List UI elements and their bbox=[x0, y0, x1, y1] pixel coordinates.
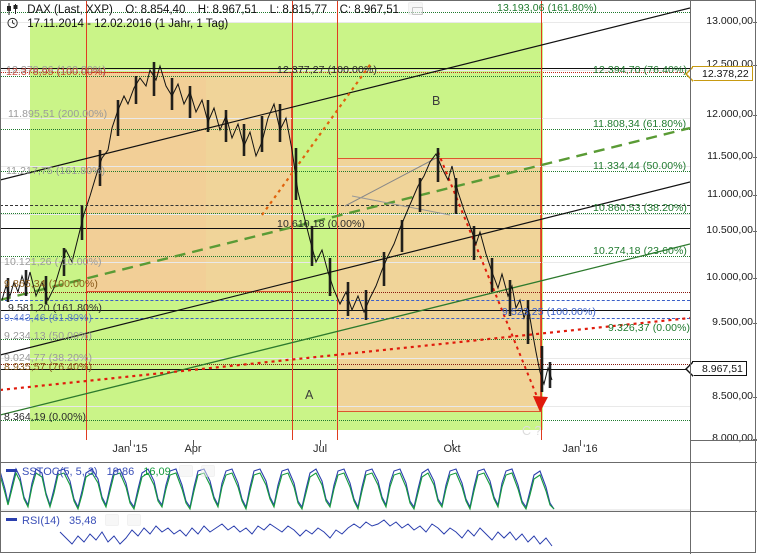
fib-label-left-1: 12.378,95 (100.00%) bbox=[6, 66, 106, 78]
chart-header: DAX (Last, XXP) O: 8.854,40 H: 8.967,51 … bbox=[0, 0, 757, 34]
price-tick-9: 8.000,00 bbox=[690, 432, 757, 444]
rsi-plot bbox=[59, 519, 553, 547]
sstoc-value-k: 19,86 bbox=[106, 466, 135, 478]
date-tick-1: Apr bbox=[184, 443, 202, 455]
fib-label-right-5: 10.274,18 (23.60%) bbox=[593, 245, 688, 257]
fib-label-left-11: 8.364,19 (0.00%) bbox=[4, 411, 87, 423]
price-tick-3: 11.500,00 bbox=[690, 150, 757, 162]
candlestick-icon bbox=[6, 3, 20, 15]
gear-icon[interactable] bbox=[104, 514, 119, 526]
price-tick-6: 10.000,00 bbox=[690, 271, 757, 283]
period-label: 17.11.2014 - 12.02.2016 (1 Jahr, 1 Tag) bbox=[27, 18, 229, 30]
fib-label-left-3: 11.217,75 (161.80%) bbox=[6, 165, 106, 177]
fib-label-left-2: 11.895,51 (200.00%) bbox=[8, 108, 108, 120]
sstoc-value-d: 16,09 bbox=[143, 466, 171, 478]
xaxis-bottom-rule bbox=[0, 462, 757, 463]
price-tick-5: 10.500,00 bbox=[690, 224, 757, 236]
ohlc-low: L: 8.815,77 bbox=[269, 4, 328, 16]
rsi-value: 35,48 bbox=[68, 515, 97, 527]
date-axis[interactable]: Jan '15 Apr Jul Okt Jan '16 bbox=[0, 440, 690, 462]
fib-label-right-4: 10.860,53 (38.20%) bbox=[593, 202, 688, 214]
rsi-name: RSI(14) bbox=[22, 515, 60, 527]
fib-label-left-0: 12.378,86 (160.80%) bbox=[6, 64, 106, 76]
fib-label-left-8: 9.234,13 (50.00%) bbox=[4, 330, 93, 342]
date-tick-3: Okt bbox=[443, 443, 461, 455]
instrument-title: DAX (Last, XXP) bbox=[27, 4, 113, 16]
ohlc-close: C: 8.967,51 bbox=[339, 4, 400, 16]
chart-settings-icon[interactable] bbox=[408, 2, 424, 15]
line-swatch-icon bbox=[6, 518, 17, 521]
fib-label-mid-1: 10.610,18 (0.00%) bbox=[277, 218, 366, 230]
sstoc-legend: SSTOC(5, 5, 3) 19,86 16,09 bbox=[6, 465, 215, 478]
fib-label-right-0: 13.193,06 (161.80%) bbox=[497, 2, 597, 14]
fib-label-mid-0: 12.377,27 (100.00%) bbox=[277, 64, 377, 76]
fib-label-mid-2: 9.523,25 (100.00%) bbox=[502, 306, 597, 318]
price-tick-4: 11.000,00 bbox=[690, 188, 757, 200]
fib-label-left-6: 9.581,20 (161.80%) bbox=[8, 302, 103, 314]
price-tick-2: 12.000,00 bbox=[690, 108, 757, 120]
price-axis[interactable]: 13.000,00 12.500,00 12.000,00 11.500,00 … bbox=[685, 0, 757, 444]
close-icon[interactable] bbox=[126, 514, 141, 526]
rsi-legend: RSI(14) 35,48 bbox=[6, 514, 141, 527]
ohlc-high: H: 8.967,51 bbox=[197, 4, 258, 16]
fib-label-right-1: 12.394,70 (76.40%) bbox=[593, 64, 688, 76]
gear-icon[interactable] bbox=[178, 465, 193, 477]
fib-label-left-4: 10.121,26 (-10.00%) bbox=[4, 256, 102, 268]
price-tag-last: 8.967,51 bbox=[685, 360, 747, 377]
fib-label-left-10: 8.935,57 (76.40%) bbox=[4, 361, 93, 373]
ohlc-open: O: 8.854,40 bbox=[125, 4, 186, 16]
wave-label-b: B bbox=[432, 94, 441, 108]
fib-label-right-3: 11.334,44 (50.00%) bbox=[593, 160, 687, 172]
fib-label-left-5: 9.865,34 (100.00%) bbox=[4, 278, 99, 290]
wave-label-c: C ? bbox=[522, 424, 542, 438]
clock-icon bbox=[6, 17, 20, 29]
axis-divider bbox=[690, 0, 691, 554]
wave-label-a: A bbox=[305, 388, 314, 402]
sstoc-bottom-rule bbox=[0, 511, 757, 512]
close-icon[interactable] bbox=[200, 465, 215, 477]
price-chart-plot[interactable]: 12.378,86 (160.80%) 12.378,95 (100.00%) … bbox=[0, 0, 690, 440]
fib-label-left-7: 9.443,46 (61.80%) bbox=[4, 312, 93, 324]
indicator-pane-rsi[interactable]: RSI(14) 35,48 bbox=[0, 512, 690, 554]
price-tick-8: 8.500,00 bbox=[690, 390, 757, 402]
indicator-pane-sstoc[interactable]: SSTOC(5, 5, 3) 19,86 16,09 100,00 0,00 bbox=[0, 463, 690, 511]
instrument-info-row: DAX (Last, XXP) O: 8.854,40 H: 8.967,51 … bbox=[6, 2, 424, 16]
line-swatch-icon bbox=[6, 469, 17, 472]
date-tick-0: Jan '15 bbox=[112, 443, 148, 455]
fib-label-right-6: 9.326,37 (0.00%) bbox=[608, 322, 690, 334]
sstoc-plot bbox=[0, 467, 690, 511]
fib-label-left-9: 9.024,77 (38.20%) bbox=[4, 352, 93, 364]
sstoc-name: SSTOC(5, 5, 3) bbox=[22, 466, 98, 478]
fib-label-right-2: 11.808,34 (61.80%) bbox=[593, 118, 687, 130]
price-tick-7: 9.500,00 bbox=[690, 316, 757, 328]
price-tag-high: 12.378,22 bbox=[685, 65, 753, 82]
date-tick-4: Jan '16 bbox=[562, 443, 598, 455]
period-row: 17.11.2014 - 12.02.2016 (1 Jahr, 1 Tag) bbox=[6, 17, 228, 30]
date-tick-2: Jul bbox=[312, 443, 328, 455]
chart-overlay-lines bbox=[0, 7, 690, 416]
